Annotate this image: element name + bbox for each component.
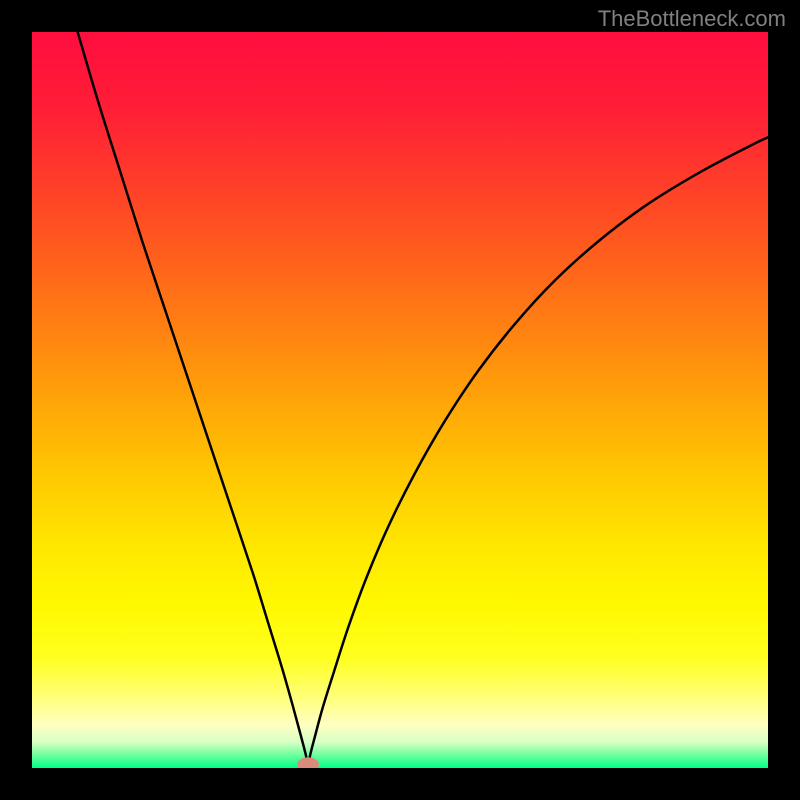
bottleneck-chart [32, 32, 768, 768]
watermark-text: TheBottleneck.com [598, 6, 786, 32]
chart-container [32, 32, 768, 768]
chart-background [32, 32, 768, 768]
